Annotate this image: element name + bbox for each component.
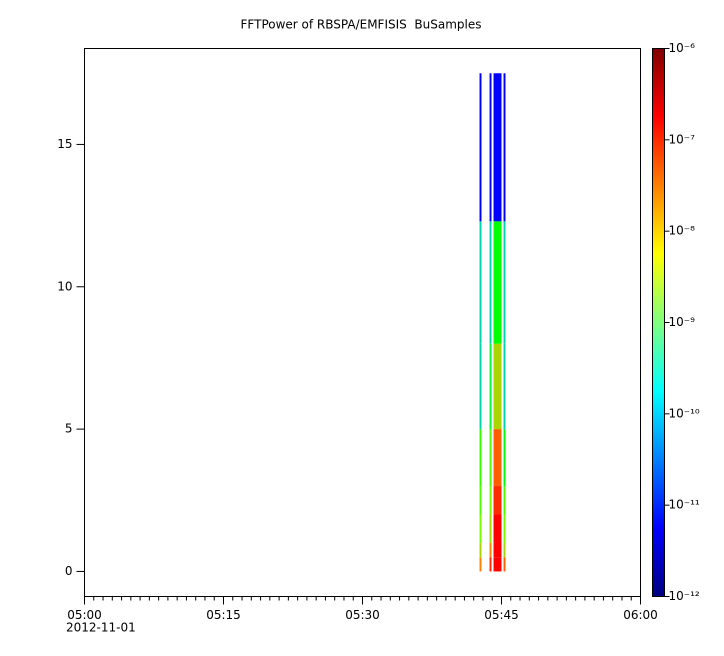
spectrogram-cell [479, 221, 482, 344]
spectrogram-cell [489, 542, 492, 558]
y-tick-label: 5 [65, 422, 73, 436]
spectrogram-cell [479, 73, 482, 222]
spectrogram-cell [479, 429, 482, 487]
spectrogram-cell [503, 221, 506, 344]
spectrogram-cell [479, 542, 482, 558]
spectrogram-cell [489, 73, 492, 222]
x-tick-label: 05:45 [484, 608, 519, 622]
x-tick-label: 05:30 [345, 608, 380, 622]
x-tick-label: 05:15 [206, 608, 241, 622]
spectrogram-cell [493, 221, 502, 344]
spectrogram-cell [503, 486, 506, 515]
spectrogram-cell [489, 221, 492, 344]
spectrogram-cell [493, 542, 502, 558]
y-tick-label: 0 [65, 564, 73, 578]
spectrogram-cell [503, 557, 506, 572]
spectrogram-cell [489, 514, 492, 543]
spectrogram-cell [503, 343, 506, 430]
colorbar-tick-label: 10⁻¹² [669, 589, 700, 603]
x-tick-label: 06:00 [623, 608, 658, 622]
colorbar [652, 48, 665, 597]
colorbar-tick-label: 10⁻⁷ [669, 132, 696, 146]
spectrogram-cell [493, 429, 502, 487]
spectrogram-cell [479, 486, 482, 515]
spectrogram-cell [479, 343, 482, 430]
colorbar-tick-label: 10⁻¹⁰ [669, 406, 700, 420]
spectrogram-cell [493, 486, 502, 515]
colorbar-tick-label: 10⁻⁶ [669, 41, 696, 55]
colorbar-tick-label: 10⁻⁸ [669, 224, 696, 238]
spectrogram-cell [493, 514, 502, 543]
colorbar-tick-label: 10⁻⁹ [669, 315, 696, 329]
y-tick-label: 10 [57, 279, 72, 293]
spectrogram-cell [479, 514, 482, 543]
spectrogram-cell [489, 343, 492, 430]
plot-frame [84, 48, 641, 597]
y-tick-label: 15 [57, 137, 72, 151]
spectrogram-cell [489, 486, 492, 515]
x-tick-label: 05:00 [67, 608, 102, 622]
colorbar-tick-label: 10⁻¹¹ [669, 498, 700, 512]
spectrogram-cell [493, 557, 502, 572]
date-label: 2012-11-01 [66, 621, 136, 635]
spectrogram-cell [479, 557, 482, 572]
spectrogram-cell [493, 343, 502, 430]
spectrogram-cell [503, 429, 506, 487]
spectrogram-cell [503, 73, 506, 222]
spectrogram-cell [503, 542, 506, 558]
chart-title: FFTPower of RBSPA/EMFISIS BuSamples [241, 18, 482, 32]
spectrogram-cell [489, 557, 492, 572]
spectrogram-cell [493, 73, 502, 222]
spectrogram-cell [489, 429, 492, 487]
spectrogram-cell [503, 514, 506, 543]
